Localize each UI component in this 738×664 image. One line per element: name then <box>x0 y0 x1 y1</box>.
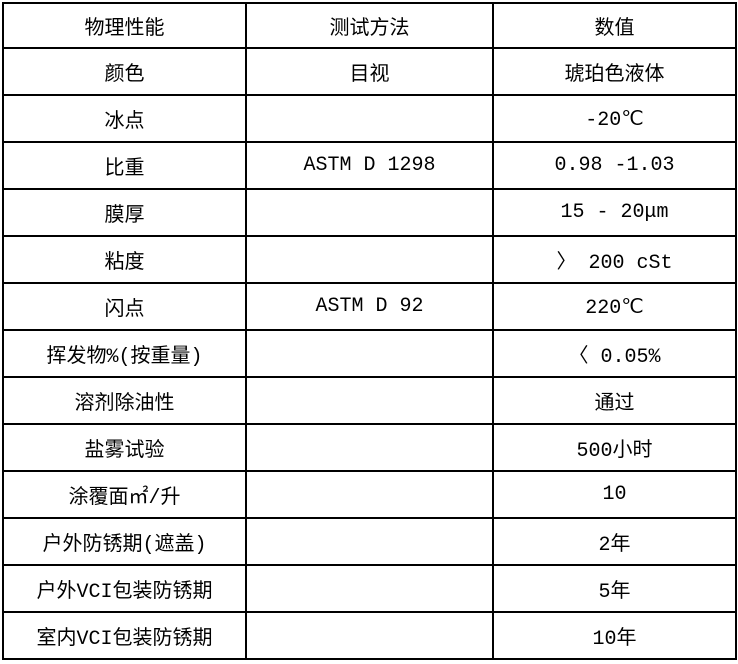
table-row: 比重 ASTM D 1298 0.98 -1.03 <box>2 141 737 190</box>
table-row: 溶剂除油性 通过 <box>2 376 737 425</box>
method-cell <box>245 235 494 284</box>
table-row: 闪点 ASTM D 92 220℃ <box>2 282 737 331</box>
method-cell: 目视 <box>245 47 494 96</box>
table-row: 室内VCI包装防锈期 10年 <box>2 611 737 660</box>
property-cell: 户外防锈期(遮盖) <box>2 517 247 566</box>
property-cell: 室内VCI包装防锈期 <box>2 611 247 660</box>
value-cell: 〉 200 cSt <box>492 235 737 284</box>
method-cell <box>245 470 494 519</box>
table-row: 颜色 目视 琥珀色液体 <box>2 47 737 96</box>
value-cell: 2年 <box>492 517 737 566</box>
column-header-method: 测试方法 <box>245 2 494 49</box>
property-cell: 闪点 <box>2 282 247 331</box>
table-row: 膜厚 15 - 20μm <box>2 188 737 237</box>
method-cell <box>245 611 494 660</box>
method-cell <box>245 376 494 425</box>
value-cell: -20℃ <box>492 94 737 143</box>
table-row: 户外防锈期(遮盖) 2年 <box>2 517 737 566</box>
method-cell: ASTM D 1298 <box>245 141 494 190</box>
property-cell: 颜色 <box>2 47 247 96</box>
value-cell: 5年 <box>492 564 737 613</box>
value-cell: 10 <box>492 470 737 519</box>
property-cell: 户外VCI包装防锈期 <box>2 564 247 613</box>
property-cell: 膜厚 <box>2 188 247 237</box>
property-cell: 比重 <box>2 141 247 190</box>
property-cell: 盐雾试验 <box>2 423 247 472</box>
table-row: 涂覆面㎡/升 10 <box>2 470 737 519</box>
value-cell: 琥珀色液体 <box>492 47 737 96</box>
table-row: 挥发物%(按重量) 〈 0.05% <box>2 329 737 378</box>
value-cell: 〈 0.05% <box>492 329 737 378</box>
table-row: 冰点 -20℃ <box>2 94 737 143</box>
property-cell: 涂覆面㎡/升 <box>2 470 247 519</box>
table-row: 盐雾试验 500小时 <box>2 423 737 472</box>
property-cell: 挥发物%(按重量) <box>2 329 247 378</box>
method-cell <box>245 329 494 378</box>
value-cell: 通过 <box>492 376 737 425</box>
value-cell: 10年 <box>492 611 737 660</box>
value-cell: 15 - 20μm <box>492 188 737 237</box>
property-cell: 粘度 <box>2 235 247 284</box>
method-cell <box>245 423 494 472</box>
method-cell <box>245 517 494 566</box>
method-cell <box>245 564 494 613</box>
method-cell <box>245 188 494 237</box>
property-cell: 溶剂除油性 <box>2 376 247 425</box>
table-row: 户外VCI包装防锈期 5年 <box>2 564 737 613</box>
table-row: 粘度 〉 200 cSt <box>2 235 737 284</box>
method-cell <box>245 94 494 143</box>
method-cell: ASTM D 92 <box>245 282 494 331</box>
column-header-property: 物理性能 <box>2 2 247 49</box>
property-cell: 冰点 <box>2 94 247 143</box>
column-header-value: 数值 <box>492 2 737 49</box>
value-cell: 0.98 -1.03 <box>492 141 737 190</box>
value-cell: 220℃ <box>492 282 737 331</box>
value-cell: 500小时 <box>492 423 737 472</box>
header-row: 物理性能 测试方法 数值 <box>2 2 737 49</box>
